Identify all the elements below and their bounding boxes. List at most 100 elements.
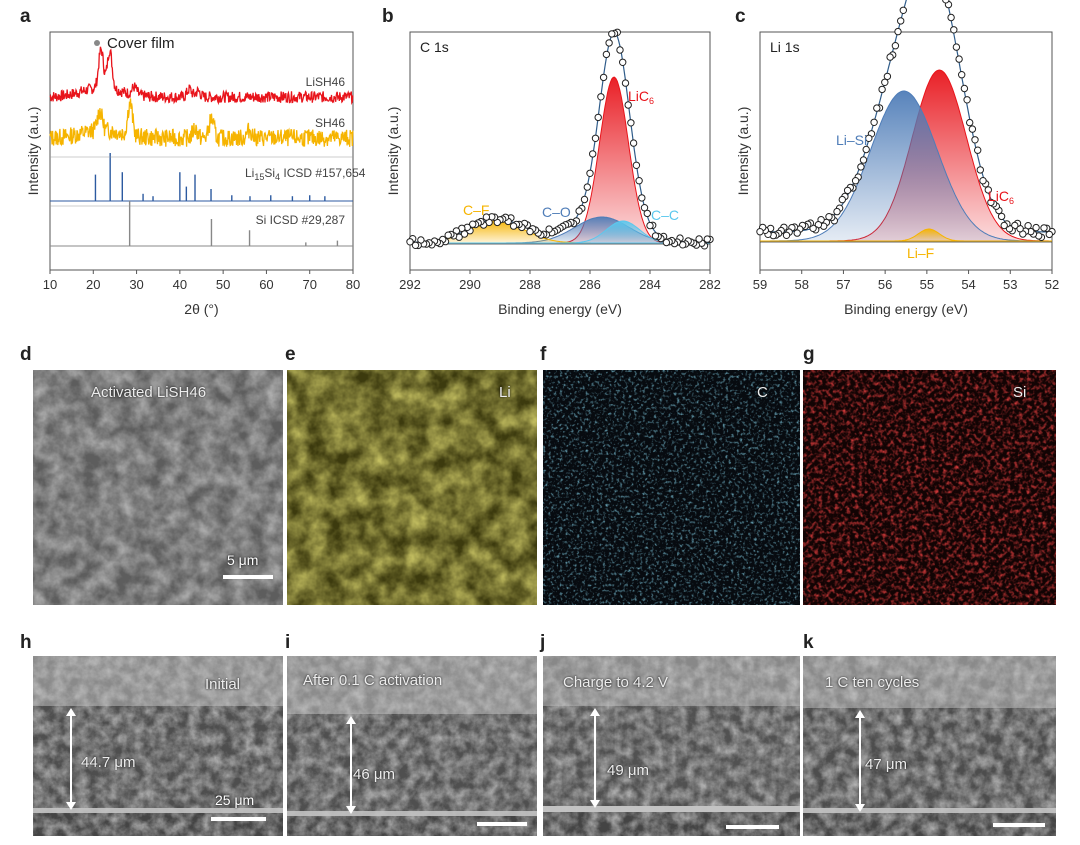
data-point [605, 39, 613, 47]
data-point [1040, 224, 1048, 232]
x-axis-label: Binding energy (eV) [844, 301, 968, 317]
spectrum-title: C 1s [420, 39, 449, 55]
data-point [619, 58, 627, 66]
sem-label: Activated LiSH46 [91, 384, 207, 401]
thickness-label: 47 μm [865, 756, 907, 773]
x-tick-label: 40 [173, 277, 187, 292]
component-label: Li–Si [836, 132, 867, 148]
eds-c-texture [543, 370, 800, 605]
y-axis-label: Intensity (a.u.) [385, 107, 401, 196]
data-point [482, 213, 491, 221]
cross-section-label: Charge to 4.2 V [563, 674, 669, 691]
spectrum-title: Li 1s [770, 39, 800, 55]
data-point [632, 161, 641, 170]
panel-letter-h: h [20, 632, 32, 653]
data-point [640, 204, 649, 212]
eds-map-si: Si [803, 370, 1056, 605]
data-point [638, 194, 646, 202]
data-point [444, 231, 452, 239]
cross-section-label: Initial [205, 676, 241, 693]
x-tick-label: 288 [519, 277, 541, 292]
thickness-arrow [70, 714, 72, 806]
data-point [865, 134, 873, 143]
cross-section-charged: Charge to 4.2 V 49 μm [543, 656, 800, 836]
data-point [1032, 223, 1040, 232]
component-peak [760, 228, 1052, 242]
x-tick-label: 59 [753, 277, 767, 292]
cross-section-label: After 0.1 C activation [303, 672, 443, 689]
c1s-xps-chart: 292 290 288 286 284 282 Binding energy (eV) Int… [385, 28, 721, 317]
panel-letter-k: k [803, 632, 814, 653]
x-tick-label: 53 [1003, 277, 1017, 292]
thickness-arrow-head-bottom [346, 806, 356, 814]
thickness-arrow [594, 714, 596, 804]
panel-letter-i: i [285, 632, 291, 653]
thickness-arrow-head-bottom [66, 802, 76, 810]
x-tick-label: 80 [346, 277, 360, 292]
data-point [833, 207, 841, 216]
panel-letter-g: g [803, 344, 815, 365]
data-point [883, 72, 892, 81]
component-label: LiC6 [628, 88, 654, 106]
plot-frame [759, 31, 1053, 271]
component-label: C–F [463, 202, 489, 218]
x-tick-label: 57 [836, 277, 850, 292]
data-point [602, 50, 611, 59]
scale-bar-label: 5 μm [227, 552, 259, 568]
data-point [873, 104, 881, 112]
thickness-arrow-head-top [346, 716, 356, 724]
data-point [857, 163, 865, 171]
data-point [624, 101, 632, 109]
data-point [406, 238, 414, 246]
thickness-arrow-head-top [66, 708, 76, 716]
data-point [782, 231, 791, 240]
eds-c-label: C [757, 384, 768, 401]
panel-letter-b: b [382, 6, 394, 27]
data-point [662, 238, 671, 247]
data-point [608, 30, 616, 38]
data-point [616, 46, 624, 54]
scale-bar [993, 823, 1045, 827]
cross-section-texture [543, 656, 800, 836]
panel-letter-j: j [540, 632, 546, 653]
x-tick-label: 52 [1045, 277, 1059, 292]
panel-letter-a: a [20, 6, 31, 27]
data-point [955, 55, 963, 63]
y-axis-label: Intensity (a.u.) [735, 107, 751, 196]
x-tick-label: 292 [399, 277, 421, 292]
data-point [897, 17, 905, 25]
data-point [621, 79, 630, 87]
plot-frame [49, 31, 354, 271]
eds-li-label: Li [499, 384, 511, 401]
data-point [997, 212, 1006, 221]
x-tick-label: 58 [794, 277, 808, 292]
x-tick-label: 20 [86, 277, 100, 292]
data-point [575, 207, 583, 215]
panel-letter-f: f [540, 344, 547, 365]
thickness-arrow-head-bottom [855, 804, 865, 812]
thickness-arrow-head-top [590, 708, 600, 716]
data-point [862, 145, 870, 154]
thickness-label: 49 μm [607, 762, 649, 779]
x-tick-label: 10 [43, 277, 57, 292]
data-point [963, 96, 971, 104]
data-point [643, 209, 651, 218]
data-point [597, 93, 605, 101]
panel-letter-d: d [20, 344, 32, 365]
eds-si-texture [803, 370, 1056, 605]
series-label-lish46: LiSH46 [306, 75, 346, 89]
cross-section-activated: After 0.1 C activation 46 μm [287, 656, 537, 836]
data-point [851, 177, 860, 185]
x-tick-label: 290 [459, 277, 481, 292]
data-point [509, 222, 518, 230]
thickness-arrow [859, 716, 861, 808]
component-label: C–O [542, 204, 571, 220]
data-point [838, 195, 847, 204]
x-tick-label: 55 [920, 277, 934, 292]
data-point [526, 227, 534, 236]
scale-bar-label: 25 μm [215, 792, 255, 808]
cover-film-label: Cover film [107, 35, 175, 52]
data-point [594, 113, 602, 122]
cover-film-marker [94, 40, 100, 46]
thickness-arrow-head-bottom [590, 800, 600, 808]
